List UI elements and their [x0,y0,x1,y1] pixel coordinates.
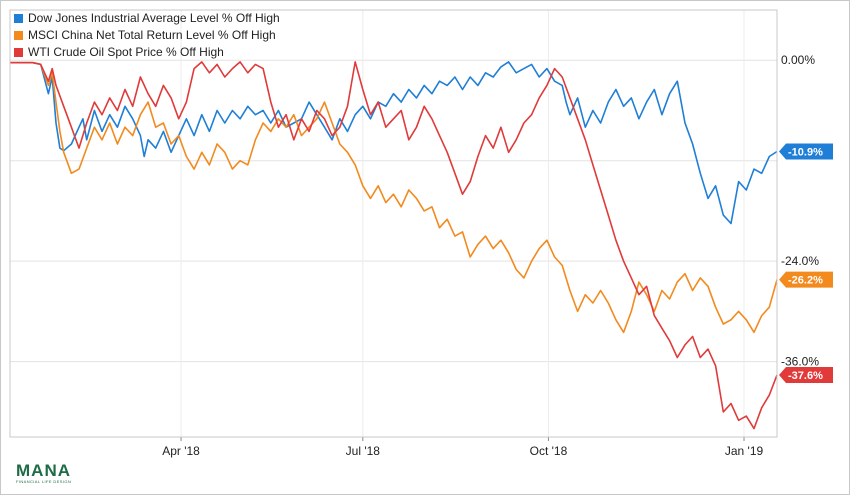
x-tick-label: Apr '18 [162,444,200,458]
y-tick-label: -36.0% [781,355,819,369]
legend-swatch-msci-china [14,31,23,40]
y-tick-label: 0.00% [781,53,815,67]
end-label-text: -10.9% [788,146,823,158]
legend: Dow Jones Industrial Average Level % Off… [14,10,280,61]
y-tick-label: -24.0% [781,254,819,268]
series-line-dow [10,61,778,225]
end-label-tag [779,143,833,160]
series-line-wti-oil [10,61,778,430]
x-tick-label: Jan '19 [725,444,764,458]
legend-item-wti-oil[interactable]: WTI Crude Oil Spot Price % Off High [14,44,280,61]
x-tick-labels: Apr '18 Jul '18 Oct '18 Jan '19 [162,444,763,458]
end-value-labels: -10.9% -26.2% -37.6% [779,143,833,384]
plot-area-border [9,9,778,438]
legend-swatch-dow [14,14,23,23]
logo-text: MANA [16,461,71,480]
axes [9,9,778,441]
logo-subtext: FINANCIAL LIFE DESIGN [16,479,72,484]
end-label-text: -37.6% [788,370,823,382]
x-tick-label: Jul '18 [346,444,381,458]
y-tick-labels: 0.00% -24.0% -36.0% [781,53,819,368]
legend-label-msci-china: MSCI China Net Total Return Level % Off … [28,28,276,42]
end-label-tag [779,271,833,288]
legend-swatch-wti-oil [14,48,23,57]
legend-item-dow[interactable]: Dow Jones Industrial Average Level % Off… [14,10,280,27]
mana-logo: MANA FINANCIAL LIFE DESIGN [16,462,71,484]
legend-label-dow: Dow Jones Industrial Average Level % Off… [28,11,280,25]
legend-label-wti-oil: WTI Crude Oil Spot Price % Off High [28,45,224,59]
gridlines [10,10,777,437]
series-lines [10,61,778,430]
x-tick-label: Oct '18 [530,444,568,458]
end-label-tag [779,367,833,384]
end-label-text: -26.2% [788,275,823,287]
series-line-msci-china [10,61,778,334]
legend-item-msci-china[interactable]: MSCI China Net Total Return Level % Off … [14,27,280,44]
